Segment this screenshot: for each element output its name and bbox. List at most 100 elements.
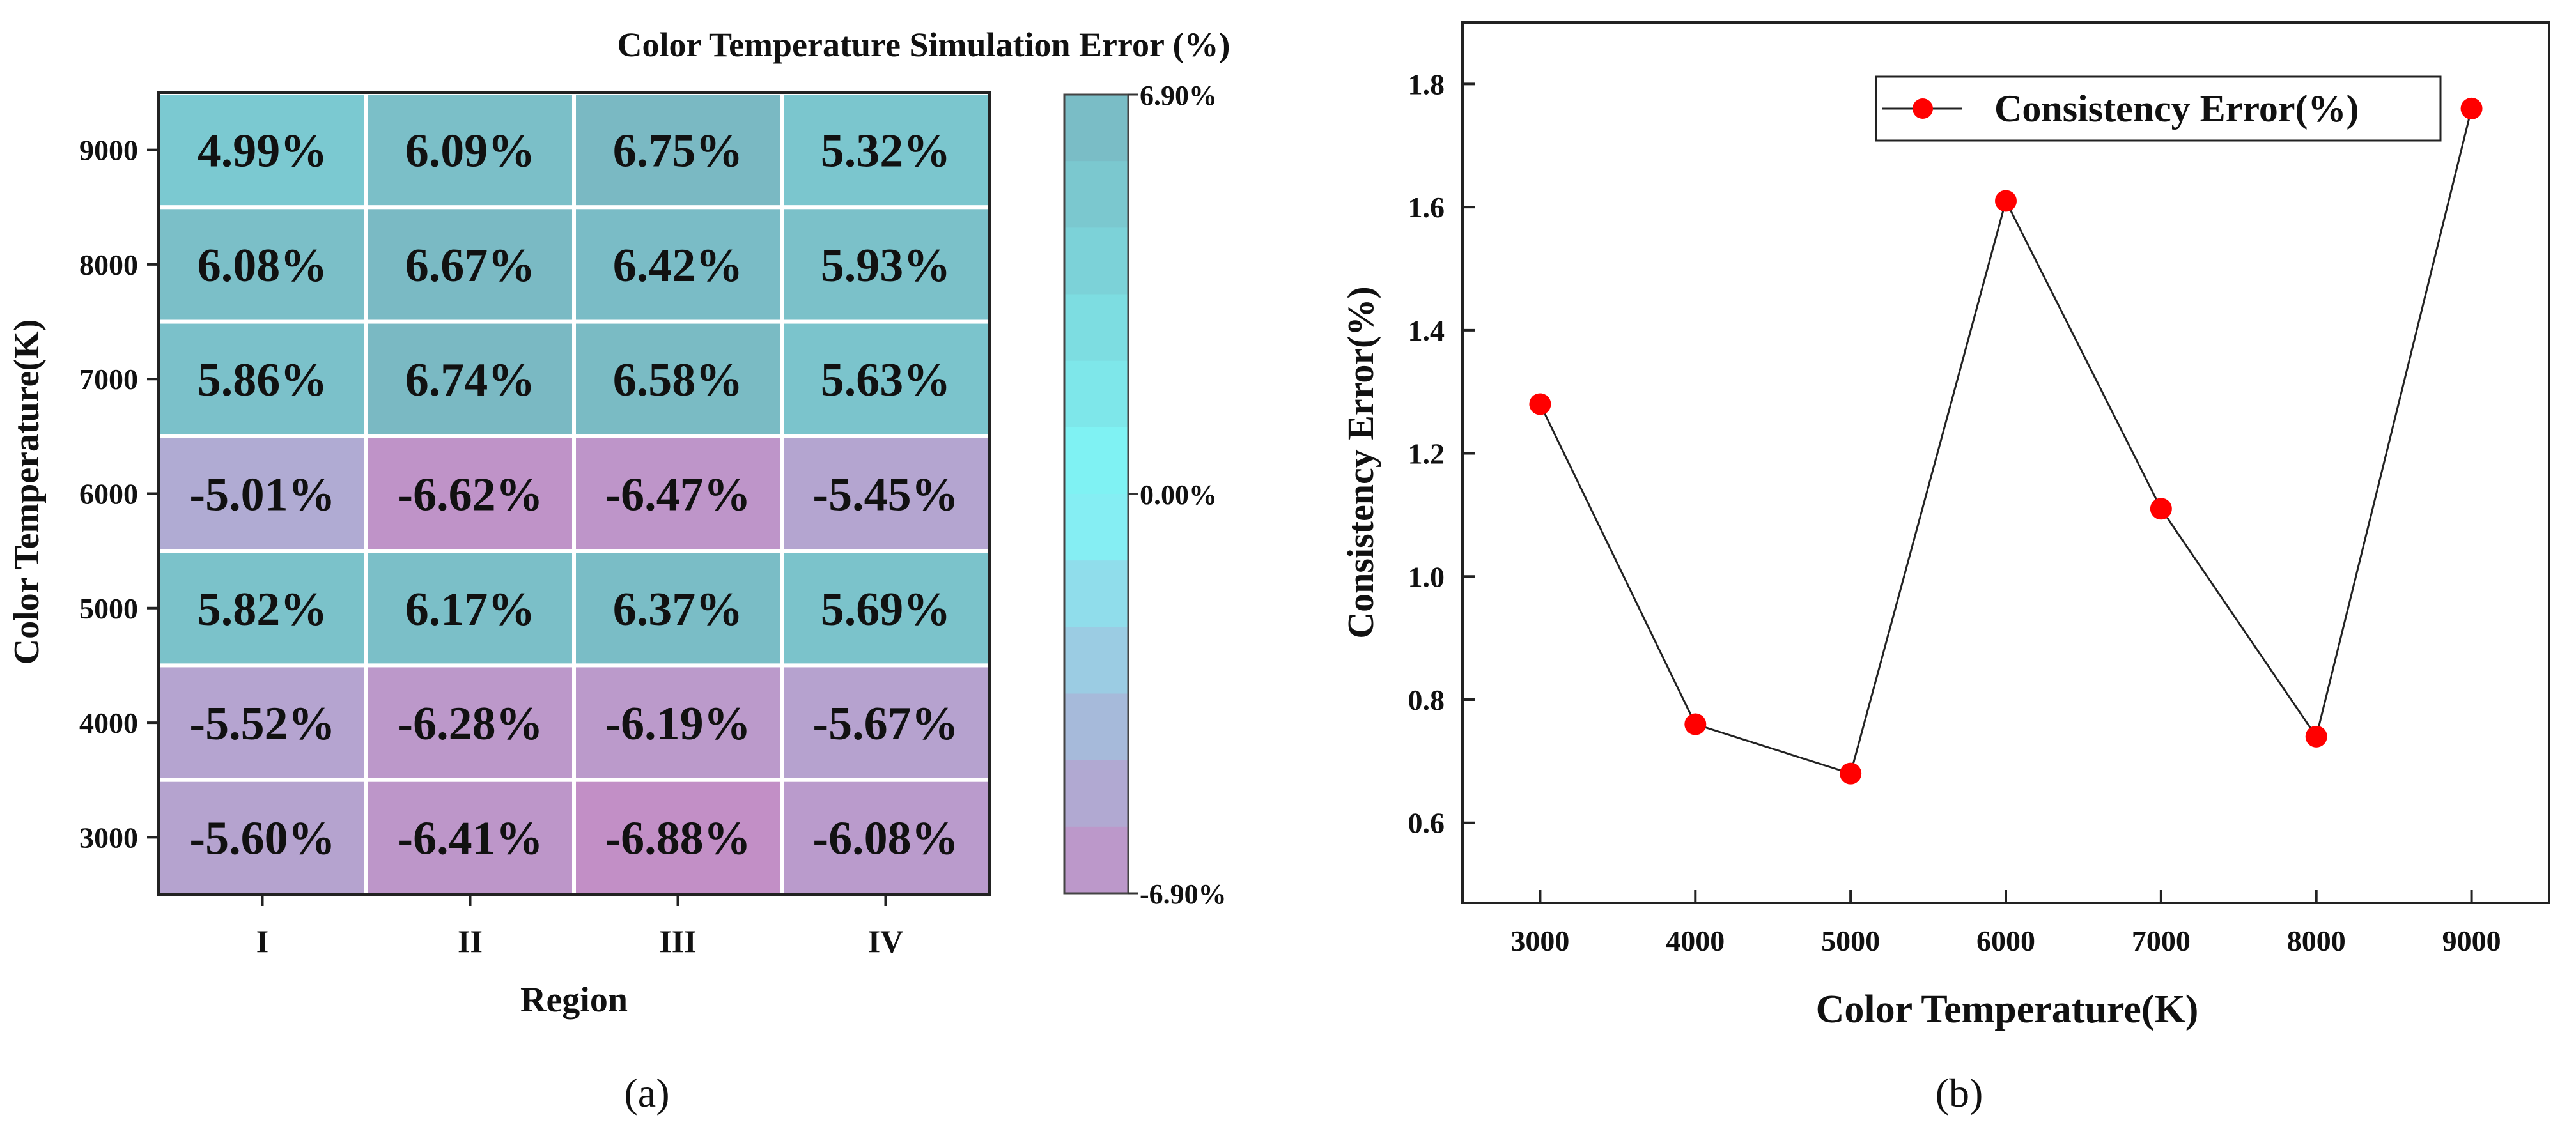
panel-a-caption: (a)	[624, 1070, 669, 1116]
heatmap-cell	[572, 778, 784, 896]
line-chart-panel: 0.6 0.8 1.0 1.2 1.4 1.6 1.8 3000 4000 5000 6000 70…	[1340, 21, 2550, 1116]
heatmap-cell	[572, 549, 784, 668]
heatmap-cell-label: -5.67%	[812, 698, 958, 750]
line-x-axis-label: Color Temperature(K)	[1816, 988, 2199, 1031]
heatmap-x-tick-label: IV	[868, 923, 904, 959]
line-y-tick-label: 0.8	[1408, 684, 1445, 716]
heatmap-cell	[364, 549, 576, 668]
heatmap-cell-label: 5.82%	[198, 583, 328, 636]
heatmap-cell-label: 5.86%	[198, 354, 328, 406]
data-point	[2150, 498, 2172, 520]
heatmap-cell-label: -5.52%	[189, 698, 335, 750]
colorbar-band	[1064, 360, 1128, 428]
colorbar-band	[1064, 227, 1128, 295]
heatmap-cell-label: 5.63%	[821, 354, 951, 406]
heatmap-cell	[364, 663, 576, 782]
heatmap-x-tick-label: II	[458, 923, 483, 959]
heatmap-cell-label: 5.32%	[821, 125, 951, 178]
data-point	[1529, 393, 1551, 415]
heatmap-cell	[364, 434, 576, 553]
heatmap-cell-label: 4.99%	[198, 125, 328, 178]
heatmap-y-tick-label: 9000	[79, 134, 138, 167]
colorbar-tick-label: 6.90%	[1140, 80, 1217, 111]
legend: Consistency Error(%)	[1875, 75, 2442, 142]
heatmap-cell	[780, 434, 991, 553]
colorbar-band	[1064, 294, 1128, 362]
colorbar-band	[1064, 826, 1128, 894]
line-y-tick-label: 0.6	[1408, 807, 1445, 840]
heatmap-cell-label: 6.09%	[405, 125, 536, 178]
panel-b-caption: (b)	[1936, 1070, 1983, 1116]
line-y-axis-label: Consistency Error(%)	[1340, 286, 1381, 638]
legend-box	[1875, 75, 2442, 142]
heatmap-y-tick-label: 8000	[79, 249, 138, 281]
heatmap-y-tick-label: 6000	[79, 478, 138, 511]
line-x-tick-label: 8000	[2287, 925, 2346, 957]
heatmap-cell	[572, 663, 784, 782]
line-y-tick-label: 1.6	[1408, 191, 1445, 224]
colorbar-band	[1064, 494, 1128, 561]
heatmap-cell	[364, 319, 576, 438]
heatmap-cell-label: -6.28%	[397, 698, 543, 750]
heatmap-cell-label: -5.01%	[189, 469, 335, 521]
heatmap-cell-label: -6.88%	[605, 812, 750, 864]
heatmap-cell	[780, 778, 991, 896]
heatmap-cell-label: 6.74%	[405, 354, 536, 406]
heatmap-y-tick-label: 3000	[79, 821, 138, 854]
line-x-tick-label: 4000	[1666, 925, 1725, 957]
line-x-tick-label: 6000	[1976, 925, 2035, 957]
colorbar-band	[1064, 693, 1128, 761]
colorbar-band	[1064, 627, 1128, 694]
data-point	[2460, 97, 2483, 119]
heatmap-cell	[780, 319, 991, 438]
line-x-tick-label: 3000	[1510, 925, 1569, 957]
heatmap-cell-label: 6.37%	[613, 583, 743, 636]
colorbar: 6.90% 0.00% -6.90%	[1063, 80, 1227, 910]
heatmap-cell	[780, 549, 991, 668]
heatmap-x-tick-label: III	[659, 923, 696, 959]
heatmap-y-tick-label: 4000	[79, 707, 138, 739]
legend-label: Consistency Error(%)	[1994, 88, 2359, 130]
colorbar-tick-label: 0.00%	[1140, 479, 1217, 511]
colorbar-band	[1064, 760, 1128, 827]
heatmap-x-tick-label: I	[256, 923, 268, 959]
legend-marker	[1913, 98, 1933, 119]
line-y-tick-label: 1.0	[1408, 560, 1445, 593]
heatmap-cell-label: 6.75%	[613, 125, 743, 178]
line-y-tick-label: 1.2	[1408, 438, 1445, 470]
data-point	[1684, 713, 1707, 735]
heatmap-cell-label: 6.58%	[613, 354, 743, 406]
heatmap-cell-label: -6.19%	[605, 698, 750, 750]
heatmap-cell	[780, 205, 991, 324]
heatmap-y-tick-label: 5000	[79, 592, 138, 625]
heatmap-cell	[157, 663, 368, 782]
heatmap-x-axis-label: Region	[520, 980, 628, 1020]
data-point	[1840, 762, 1862, 785]
heatmap-cell-label: 6.42%	[613, 240, 743, 292]
colorbar-band	[1064, 95, 1128, 162]
heatmap-y-tick-label: 7000	[79, 363, 138, 396]
colorbar-tick-label: -6.90%	[1140, 879, 1227, 910]
data-point	[1995, 190, 2017, 212]
heatmap-panel: Color Temperature Simulation Error (%) 4…	[7, 26, 1230, 1116]
plot-frame	[1461, 21, 2550, 904]
heatmap-cell-label: -5.60%	[189, 812, 335, 864]
heatmap-cell-label: 5.69%	[821, 583, 951, 636]
line-x-tick-label: 7000	[2132, 925, 2191, 957]
heatmap-cell-label: -6.62%	[397, 469, 543, 521]
heatmap-cell-label: -6.47%	[605, 469, 750, 521]
data-point	[2305, 725, 2327, 748]
heatmap-cell	[364, 205, 576, 324]
line-y-tick-label: 1.8	[1408, 68, 1445, 100]
line-x-tick-label: 9000	[2442, 925, 2501, 957]
heatmap-cell-label: 6.08%	[198, 240, 328, 292]
colorbar-band	[1064, 427, 1128, 495]
heatmap-y-axis-label: Color Temperature(K)	[7, 319, 47, 665]
heatmap-title: Color Temperature Simulation Error (%)	[617, 26, 1230, 64]
heatmap-cell-label: 6.17%	[405, 583, 536, 636]
colorbar-band	[1064, 161, 1128, 228]
heatmap-cell-label: 5.93%	[821, 240, 951, 292]
heatmap-cell-label: 6.67%	[405, 240, 536, 292]
heatmap-cell	[364, 91, 576, 210]
line-x-tick-label: 5000	[1821, 925, 1880, 957]
